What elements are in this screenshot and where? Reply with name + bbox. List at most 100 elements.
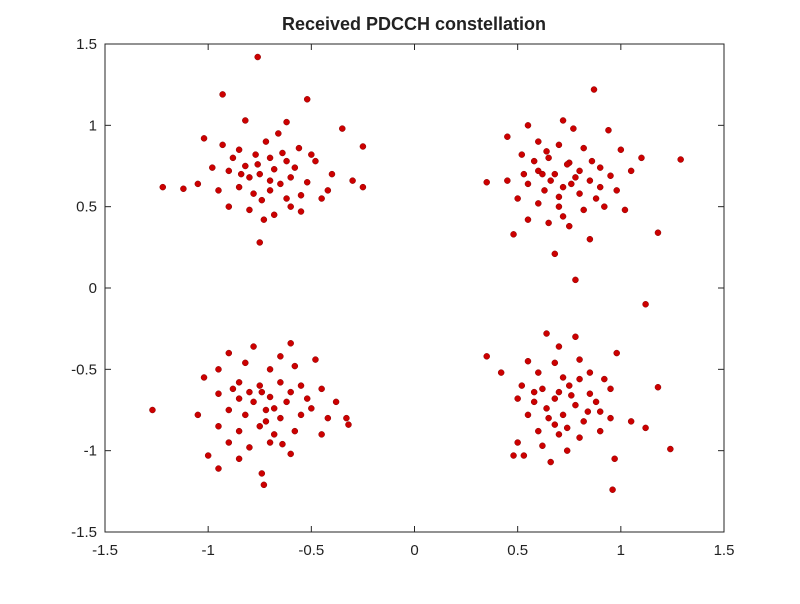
data-point: [288, 174, 294, 180]
data-point: [597, 184, 603, 190]
data-point: [552, 171, 558, 177]
data-point: [325, 415, 331, 421]
data-point: [292, 165, 298, 171]
plot-area: [105, 44, 724, 532]
data-point: [230, 386, 236, 392]
data-point: [556, 142, 562, 148]
data-point: [612, 456, 618, 462]
data-point: [236, 396, 242, 402]
data-point: [292, 363, 298, 369]
data-point: [597, 428, 603, 434]
data-point: [597, 165, 603, 171]
data-point: [277, 181, 283, 187]
data-point: [246, 207, 252, 213]
data-point: [544, 331, 550, 337]
data-point: [319, 196, 325, 202]
data-point: [541, 187, 547, 193]
data-point: [226, 350, 232, 356]
data-point: [209, 165, 215, 171]
data-point: [304, 396, 310, 402]
data-point: [566, 223, 572, 229]
data-point: [298, 209, 304, 215]
data-point: [535, 370, 541, 376]
data-point: [560, 184, 566, 190]
data-point: [259, 470, 265, 476]
data-point: [552, 251, 558, 257]
data-point: [521, 171, 527, 177]
data-point: [504, 134, 510, 140]
data-point: [257, 239, 263, 245]
data-point: [312, 158, 318, 164]
data-point: [587, 178, 593, 184]
data-point: [525, 122, 531, 128]
data-point: [251, 399, 257, 405]
data-point: [643, 425, 649, 431]
data-point: [242, 412, 248, 418]
data-point: [253, 152, 259, 158]
data-point: [581, 145, 587, 151]
data-point: [577, 191, 583, 197]
data-point: [215, 391, 221, 397]
data-point: [678, 156, 684, 162]
data-point: [288, 389, 294, 395]
data-point: [195, 412, 201, 418]
data-point: [605, 127, 611, 133]
y-tick-label: -1.5: [71, 524, 97, 541]
data-point: [267, 187, 273, 193]
data-point: [304, 179, 310, 185]
data-point: [284, 196, 290, 202]
data-point: [552, 396, 558, 402]
data-point: [304, 96, 310, 102]
data-point: [263, 407, 269, 413]
data-point: [591, 87, 597, 93]
y-tick-label: 1: [89, 117, 97, 134]
data-point: [263, 418, 269, 424]
data-point: [246, 444, 252, 450]
data-point: [279, 150, 285, 156]
data-point: [230, 155, 236, 161]
data-point: [504, 178, 510, 184]
data-point: [298, 192, 304, 198]
data-point: [577, 435, 583, 441]
data-point: [655, 384, 661, 390]
data-point: [277, 353, 283, 359]
data-point: [350, 178, 356, 184]
data-point: [548, 178, 554, 184]
data-point: [333, 399, 339, 405]
data-point: [319, 386, 325, 392]
data-point: [226, 168, 232, 174]
data-point: [242, 360, 248, 366]
data-point: [525, 217, 531, 223]
data-point: [593, 399, 599, 405]
data-point: [360, 143, 366, 149]
data-point: [608, 415, 614, 421]
data-point: [149, 407, 155, 413]
data-point: [539, 443, 545, 449]
data-point: [556, 344, 562, 350]
data-point: [319, 431, 325, 437]
data-point: [601, 376, 607, 382]
data-point: [577, 168, 583, 174]
data-point: [560, 374, 566, 380]
data-point: [215, 366, 221, 372]
data-point: [284, 158, 290, 164]
data-point: [279, 441, 285, 447]
data-point: [570, 126, 576, 132]
data-point: [568, 392, 574, 398]
x-tick-label: 0.5: [507, 542, 528, 559]
data-point: [238, 171, 244, 177]
data-point: [614, 350, 620, 356]
data-point: [271, 212, 277, 218]
data-point: [546, 220, 552, 226]
data-point: [628, 168, 634, 174]
data-point: [608, 386, 614, 392]
data-point: [298, 383, 304, 389]
x-tick-label: -1: [201, 542, 214, 559]
data-point: [271, 431, 277, 437]
data-point: [546, 415, 552, 421]
data-point: [259, 389, 265, 395]
data-point: [277, 415, 283, 421]
data-point: [226, 204, 232, 210]
data-point: [564, 425, 570, 431]
data-point: [539, 171, 545, 177]
